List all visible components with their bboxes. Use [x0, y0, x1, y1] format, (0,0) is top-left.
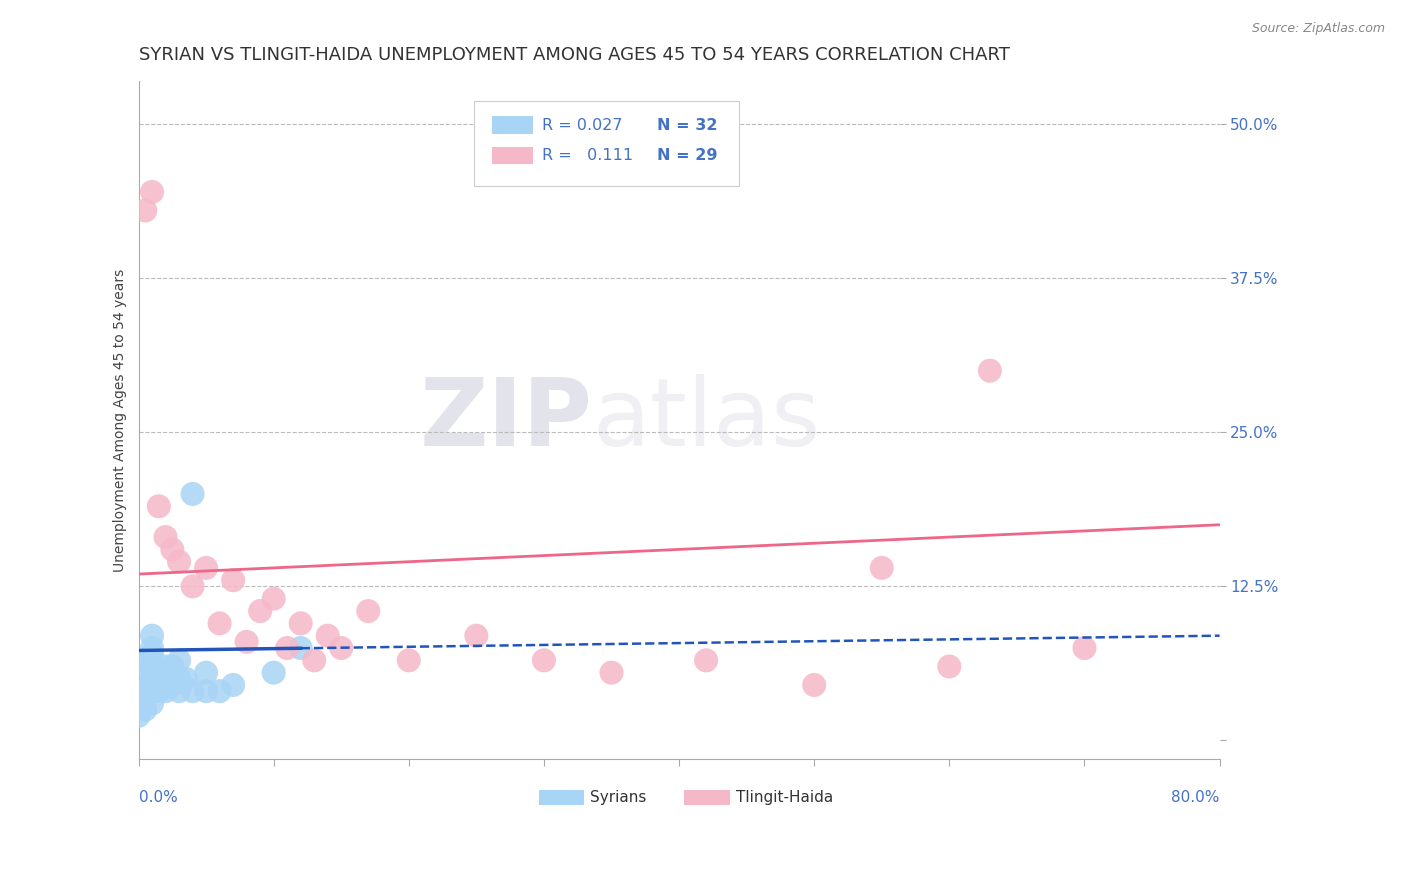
Point — [162, 678, 184, 692]
Point — [162, 542, 184, 557]
Point — [195, 665, 218, 680]
Text: N = 29: N = 29 — [658, 148, 718, 163]
Point — [134, 684, 156, 698]
Point — [148, 500, 170, 514]
Point — [276, 640, 298, 655]
Point — [533, 653, 555, 667]
Point — [141, 697, 163, 711]
Text: N = 32: N = 32 — [658, 118, 718, 133]
Point — [330, 640, 353, 655]
Bar — [492, 147, 533, 164]
Point — [979, 364, 1001, 378]
Point — [167, 653, 190, 667]
Point — [803, 678, 825, 692]
Point — [290, 640, 312, 655]
Point — [695, 653, 717, 667]
Point — [249, 604, 271, 618]
Point — [398, 653, 420, 667]
Text: R = 0.027: R = 0.027 — [541, 118, 623, 133]
Point — [141, 647, 163, 661]
Point — [128, 690, 150, 705]
Point — [1073, 640, 1095, 655]
Text: Tlingit-Haida: Tlingit-Haida — [737, 790, 834, 805]
Point — [600, 665, 623, 680]
Point — [222, 678, 245, 692]
Point — [195, 684, 218, 698]
Point — [195, 561, 218, 575]
Point — [141, 640, 163, 655]
Text: R =   0.111: R = 0.111 — [541, 148, 633, 163]
Point — [181, 487, 204, 501]
Point — [181, 684, 204, 698]
Point — [141, 684, 163, 698]
Point — [134, 703, 156, 717]
Point — [870, 561, 893, 575]
Point — [357, 604, 380, 618]
Point — [167, 555, 190, 569]
Point — [162, 659, 184, 673]
Point — [128, 672, 150, 686]
Point — [128, 708, 150, 723]
Point — [141, 672, 163, 686]
Point — [155, 684, 177, 698]
Bar — [538, 790, 583, 805]
Point — [141, 185, 163, 199]
Text: atlas: atlas — [592, 374, 821, 466]
Y-axis label: Unemployment Among Ages 45 to 54 years: Unemployment Among Ages 45 to 54 years — [114, 268, 128, 572]
Point — [167, 684, 190, 698]
Point — [174, 672, 197, 686]
Point — [141, 659, 163, 673]
Point — [148, 665, 170, 680]
Text: 0.0%: 0.0% — [139, 789, 177, 805]
Point — [181, 579, 204, 593]
Point — [208, 684, 231, 698]
Point — [222, 573, 245, 587]
Text: Syrians: Syrians — [591, 790, 647, 805]
Point — [155, 672, 177, 686]
Text: 80.0%: 80.0% — [1171, 789, 1219, 805]
Text: Source: ZipAtlas.com: Source: ZipAtlas.com — [1251, 22, 1385, 36]
Point — [465, 629, 488, 643]
Point — [302, 653, 325, 667]
Point — [208, 616, 231, 631]
Bar — [685, 790, 730, 805]
Point — [167, 672, 190, 686]
Point — [155, 659, 177, 673]
Point — [235, 635, 257, 649]
Point — [141, 629, 163, 643]
Point — [134, 203, 156, 218]
Point — [263, 665, 285, 680]
Text: ZIP: ZIP — [420, 374, 592, 466]
Point — [148, 684, 170, 698]
Point — [263, 591, 285, 606]
Point — [938, 659, 960, 673]
Point — [316, 629, 339, 643]
Point — [128, 653, 150, 667]
FancyBboxPatch shape — [474, 102, 738, 186]
Point — [290, 616, 312, 631]
Bar — [492, 116, 533, 134]
Point — [155, 530, 177, 544]
Text: SYRIAN VS TLINGIT-HAIDA UNEMPLOYMENT AMONG AGES 45 TO 54 YEARS CORRELATION CHART: SYRIAN VS TLINGIT-HAIDA UNEMPLOYMENT AMO… — [139, 46, 1010, 64]
